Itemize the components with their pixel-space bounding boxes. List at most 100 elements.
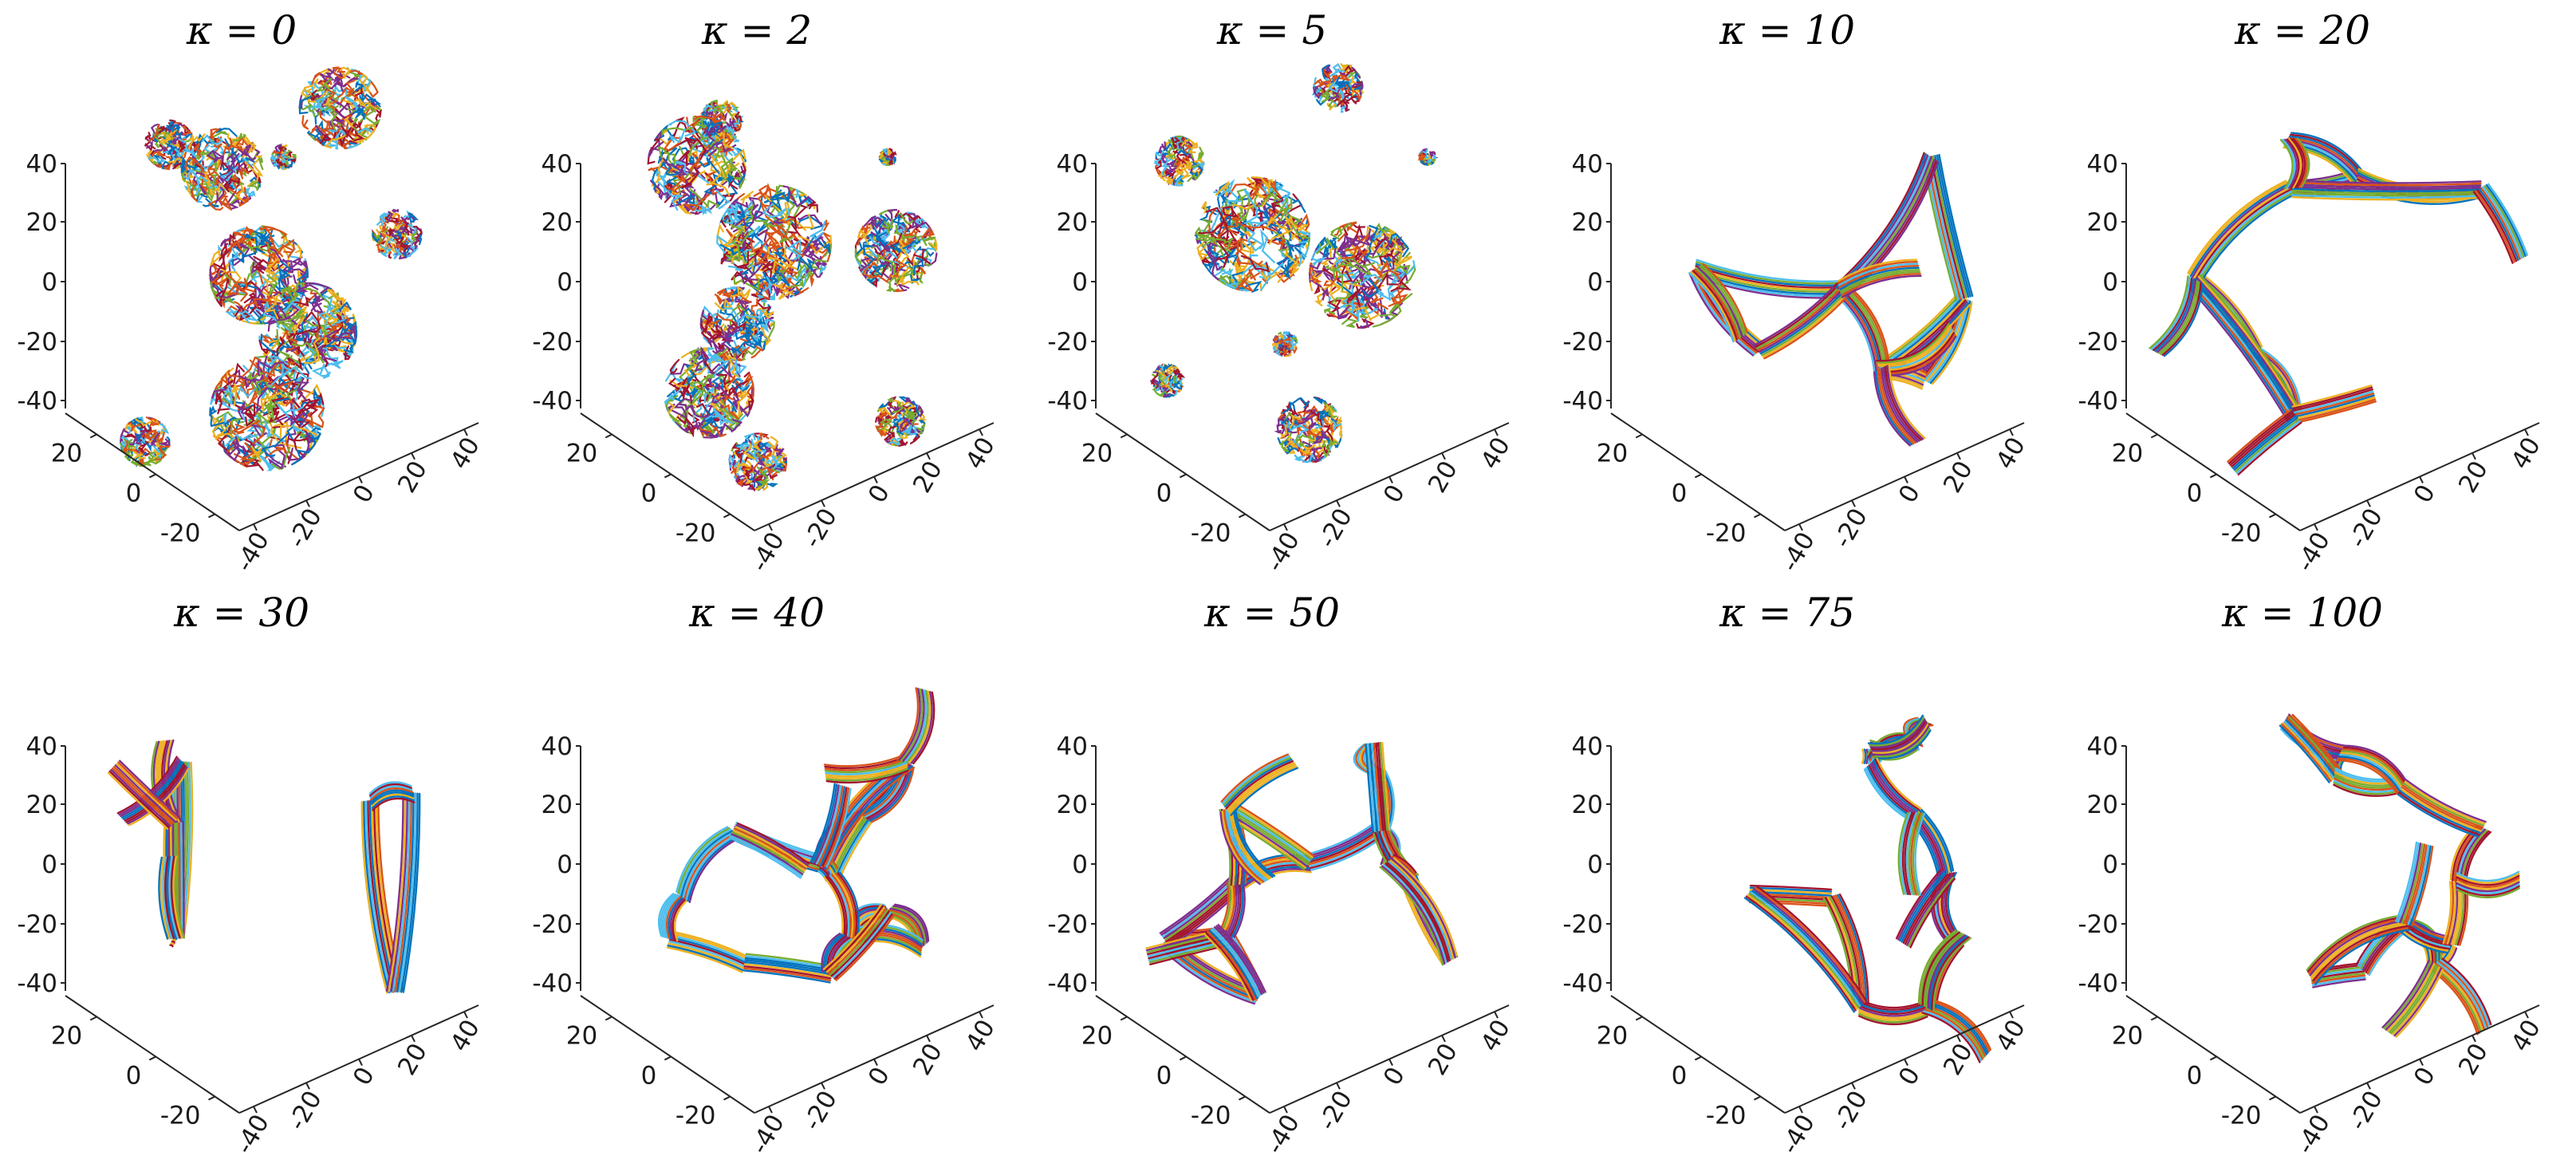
- x-tick: [411, 1035, 416, 1043]
- polymer-chain: [315, 95, 329, 109]
- polymer-chain: [240, 194, 252, 206]
- z-tick-label: -40: [1562, 387, 1603, 416]
- polymer-chain: [1875, 370, 1913, 446]
- polymer-chain: [227, 282, 249, 302]
- polymer-chain: [743, 967, 832, 982]
- polymer-chain: [1174, 176, 1184, 187]
- polymer-chain: [1925, 933, 1964, 1008]
- polymer-chain: [1266, 214, 1294, 230]
- polymer-chain: [1755, 885, 1867, 1001]
- polymer-chain: [1696, 261, 1843, 285]
- polymer-chain: [2196, 277, 2299, 415]
- x-tick-label: 20: [392, 456, 433, 498]
- z-tick-label: 20: [26, 208, 57, 237]
- polymer-chain: [372, 232, 379, 243]
- polymer-chain: [732, 390, 740, 411]
- polymer-chain: [912, 691, 935, 765]
- polymer-chain: [2231, 413, 2296, 468]
- polymer-chain: [310, 298, 325, 314]
- x-tick: [1388, 1059, 1393, 1066]
- polymer-chain: [1223, 191, 1251, 210]
- polymer-chain: [703, 104, 713, 112]
- polymer-chain: [828, 936, 849, 977]
- polymer-chain: [210, 414, 225, 428]
- polymer-chain: [243, 146, 261, 162]
- polymer-chain: [1231, 805, 1272, 879]
- polymer-chain: [2197, 275, 2301, 414]
- polymer-chain: [821, 787, 848, 866]
- polymer-chain: [1934, 873, 1953, 944]
- polymer-chain: [739, 255, 766, 285]
- x-tick: [463, 1011, 468, 1019]
- polymer-chain: [112, 767, 173, 826]
- polymer-chain: [774, 444, 784, 457]
- polymer-chain: [900, 432, 909, 440]
- polymer-chain: [244, 404, 256, 428]
- polymer-chain: [1418, 156, 1423, 160]
- polymer-chain: [862, 243, 876, 266]
- polymer-chain: [2156, 279, 2196, 353]
- y-tick: [664, 473, 672, 479]
- polymer-chain: [1172, 368, 1180, 375]
- z-tick-label: -20: [17, 328, 57, 357]
- y-tick: [1120, 1016, 1128, 1021]
- polymer-chain: [1858, 1007, 1928, 1017]
- polymer-chain: [391, 212, 403, 226]
- polymer-chain: [894, 282, 910, 292]
- fiber-bundle: [896, 687, 935, 765]
- polymer-chain: [314, 344, 337, 362]
- z-tick-label: 0: [41, 268, 57, 297]
- polymer-chain: [303, 310, 321, 333]
- polymer-chain: [281, 149, 287, 158]
- polymer-chain: [1329, 304, 1359, 321]
- polymer-chain: [1323, 424, 1333, 444]
- polymer-chain: [389, 232, 397, 238]
- polymer-globule: [120, 416, 171, 468]
- polymer-chain: [670, 896, 687, 941]
- polymer-chain: [258, 156, 264, 171]
- polymer-chain: [870, 766, 915, 823]
- polymer-chain: [324, 287, 345, 302]
- y-tick: [1239, 1095, 1246, 1101]
- y-tick-label: 20: [51, 439, 82, 468]
- y-tick-label: 20: [566, 1021, 597, 1050]
- polymer-chain: [1163, 393, 1170, 398]
- polymer-chain: [272, 150, 281, 154]
- polymer-chain: [2338, 753, 2401, 790]
- polymer-chain: [170, 855, 181, 939]
- z-tick-label: 40: [26, 150, 57, 179]
- polymer-chain: [813, 784, 840, 864]
- polymer-chain: [258, 339, 269, 357]
- polymer-chain: [226, 302, 263, 314]
- polymer-chain: [775, 258, 790, 287]
- polymer-chain: [1927, 1005, 1987, 1057]
- x-tick-label: -20: [798, 503, 842, 553]
- polymer-chain: [216, 243, 227, 274]
- polymer-chain: [880, 155, 886, 160]
- polymer-chain: [1873, 725, 1930, 756]
- polymer-chain: [727, 172, 746, 186]
- polymer-chain: [214, 377, 224, 391]
- polymer-chain: [294, 377, 310, 402]
- polymer-chain: [1391, 858, 1456, 958]
- polymer-chain: [343, 116, 353, 128]
- polymer-chain: [908, 690, 932, 764]
- polymer-chain: [835, 873, 856, 937]
- x-tick-label: 40: [1475, 432, 1516, 474]
- polymer-chain: [1212, 927, 1261, 996]
- polymer-chain: [1693, 268, 1740, 340]
- polymer-chain: [266, 355, 289, 368]
- polymer-chain: [1227, 807, 1268, 882]
- polymer-chain: [223, 152, 240, 180]
- fiber-bundle: [1837, 258, 1922, 298]
- polymer-chain: [2397, 842, 2420, 923]
- polymer-chain: [919, 405, 924, 417]
- polymer-chain: [794, 187, 810, 209]
- polymer-chain: [876, 253, 894, 272]
- polymer-chain: [132, 417, 139, 424]
- polymer-chain: [1389, 232, 1410, 258]
- polymer-chain: [1336, 306, 1350, 320]
- polymer-chain: [1225, 760, 1294, 810]
- polymer-chain: [1314, 397, 1330, 409]
- polymer-chain: [1868, 764, 1914, 816]
